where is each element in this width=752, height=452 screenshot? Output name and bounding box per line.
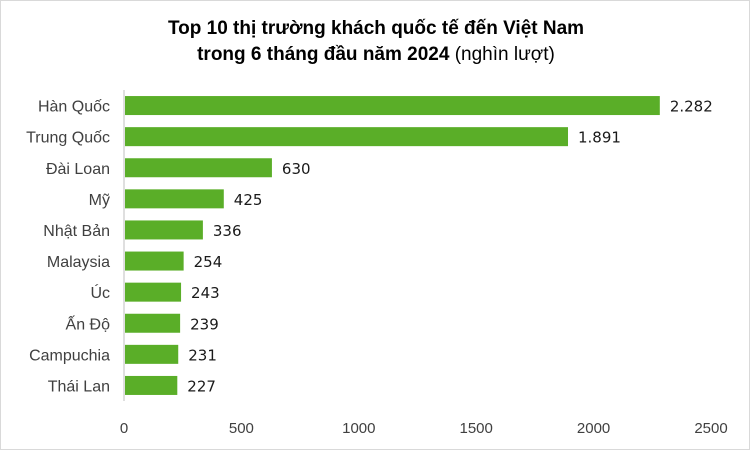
chart-title: Top 10 thị trường khách quốc tế đến Việt… [0,16,752,68]
category-label: Trung Quốc [26,130,110,147]
x-tick-label: 1000 [342,420,375,437]
category-label: Mỹ [89,192,110,209]
value-label: 243 [191,284,220,302]
x-tick-label: 500 [229,420,254,437]
value-label: 254 [194,253,223,271]
chart-title-line1: Top 10 thị trường khách quốc tế đến Việt… [167,18,585,39]
category-label: Thái Lan [48,378,110,395]
category-label: Đài Loan [46,161,110,178]
category-label: Úc [90,283,110,302]
value-label: 336 [213,222,242,240]
x-tick-label: 0 [120,420,128,437]
value-label: 231 [188,346,217,364]
bar-1 [125,127,569,147]
bar-9 [125,375,178,395]
category-label: Malaysia [47,254,110,271]
bar-5 [125,251,184,271]
x-tick-label: 2000 [577,420,610,437]
value-label: 425 [234,191,263,209]
category-label: Campuchia [29,347,110,364]
bar-4 [125,220,203,240]
x-tick-label: 2500 [694,420,727,437]
x-tick-label: 1500 [460,420,493,437]
bar-8 [125,344,179,364]
chart-unit-label: (nghìn lượt) [454,44,555,65]
value-label: 227 [187,377,216,395]
bar-7 [125,313,181,333]
bar-2 [125,158,272,178]
value-label: 630 [282,160,311,178]
bar-3 [125,189,224,209]
value-label: 239 [190,315,219,333]
category-label: Hàn Quốc [38,99,110,116]
bar-6 [125,282,182,302]
bar-0 [125,96,660,116]
category-label: Ấn Độ [66,314,111,333]
value-label: 1.891 [578,129,621,147]
value-label: 2.282 [670,98,713,116]
chart-title-line2-bold: trong 6 tháng đầu năm 2024 [197,44,450,65]
chart-title-line2: trong 6 tháng đầu năm 2024 (nghìn lượt) [0,42,752,68]
category-label: Nhật Bản [43,223,110,240]
